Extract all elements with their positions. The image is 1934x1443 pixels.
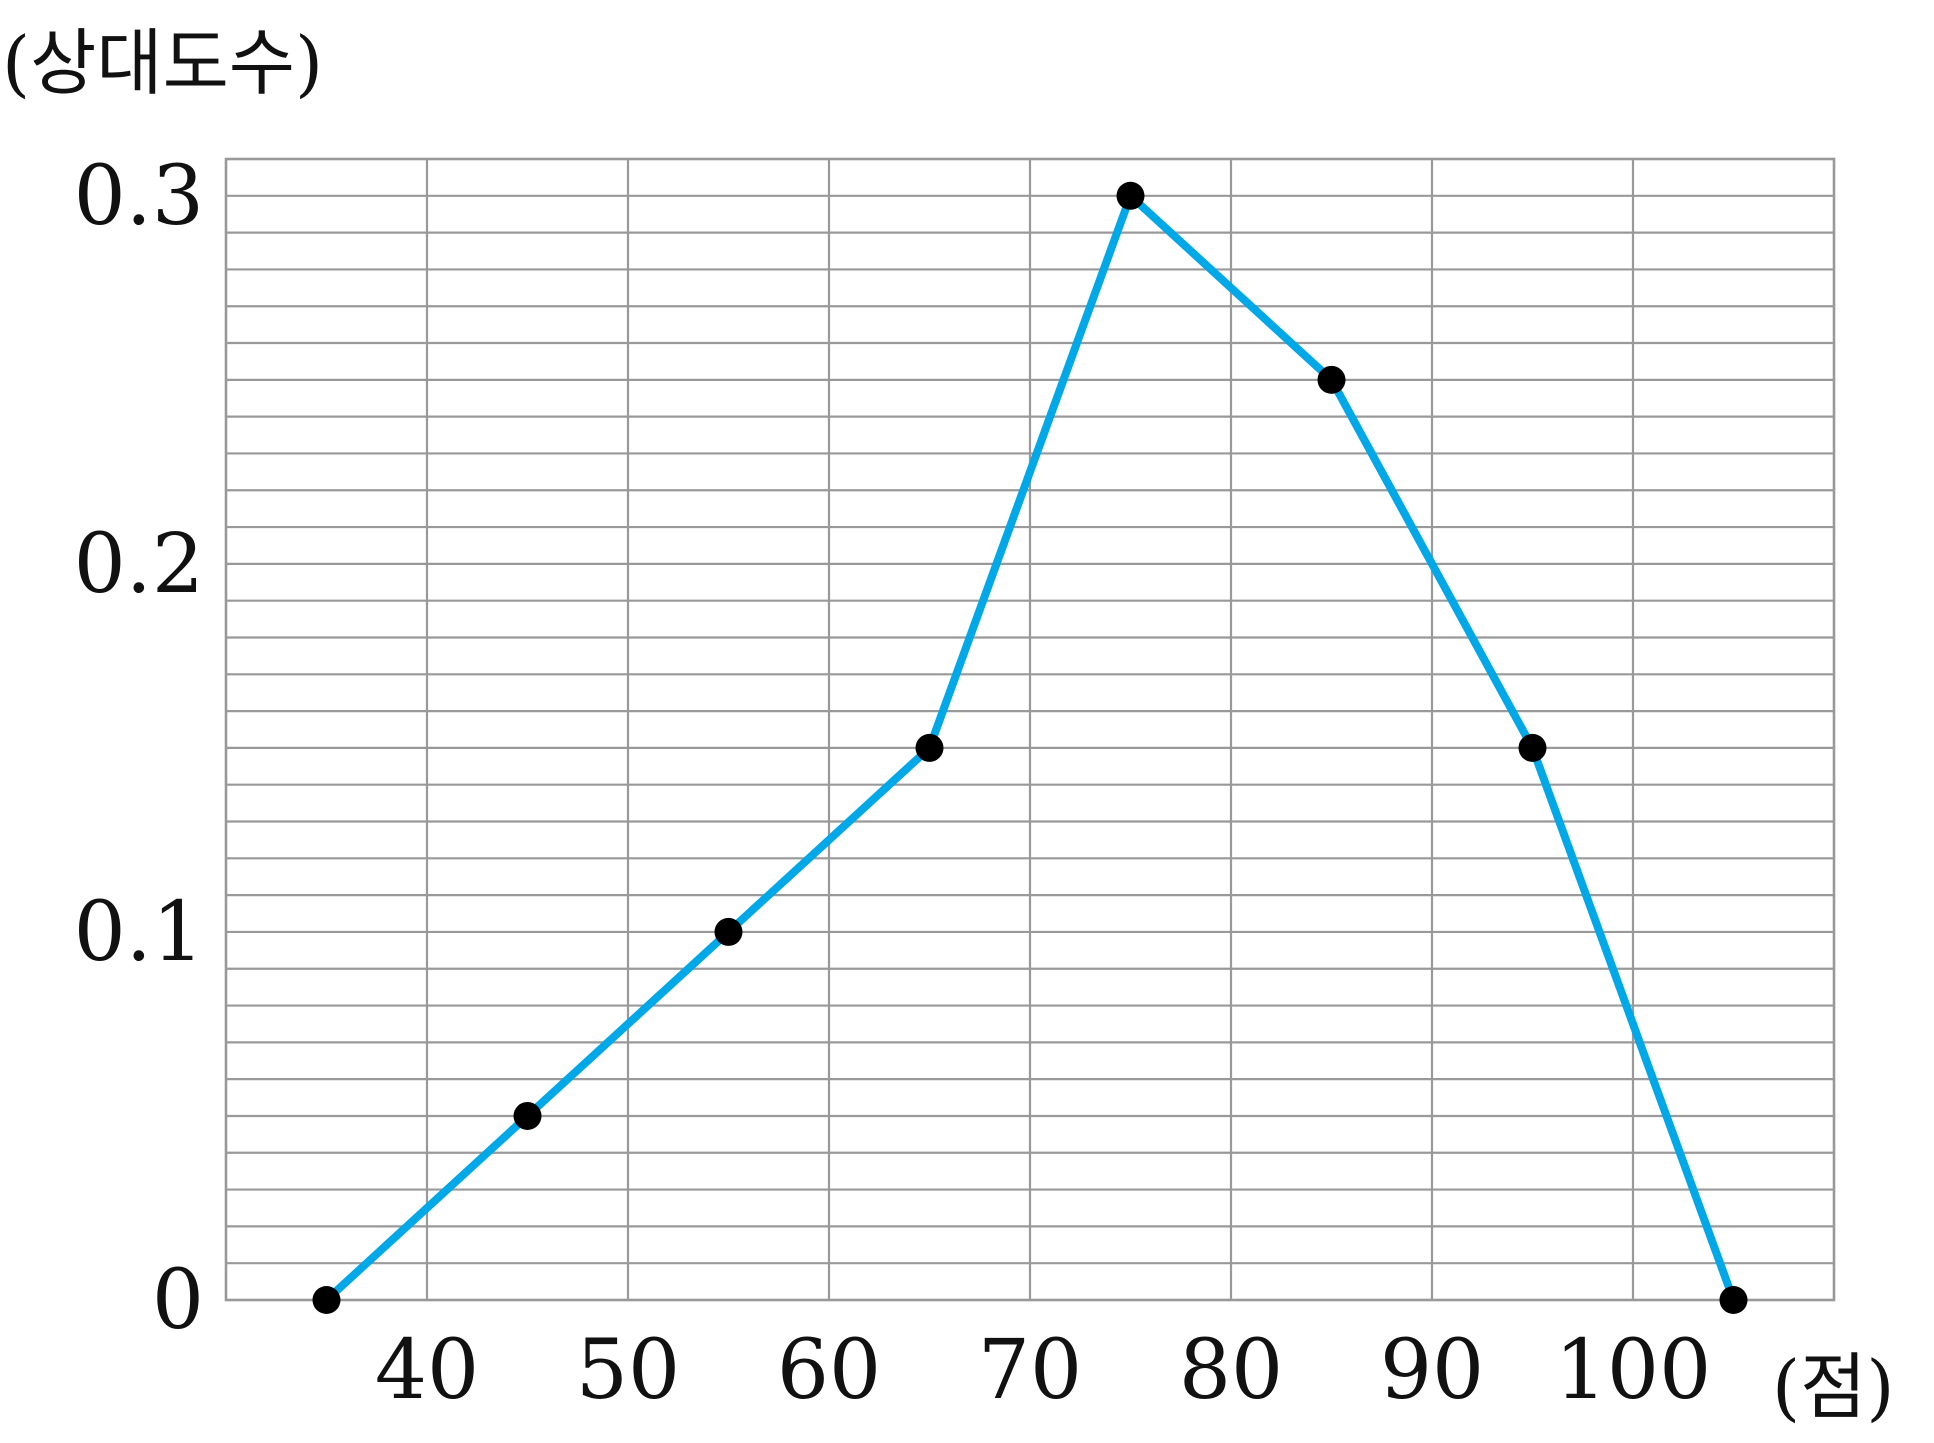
x-tick-label: 90 bbox=[1380, 1323, 1484, 1418]
data-point bbox=[1518, 733, 1547, 762]
y-tick-label: 0.1 bbox=[74, 885, 204, 980]
y-tick-label: 0.2 bbox=[74, 517, 204, 612]
grid bbox=[224, 157, 1836, 1302]
x-tick-label: 100 bbox=[1555, 1323, 1712, 1418]
tick-label-layer: 40 50 60 70 80 90 100 0 0.1 0.2 0.3 bbox=[74, 149, 1712, 1418]
x-tick-label: 80 bbox=[1179, 1323, 1283, 1418]
y-tick-label: 0.3 bbox=[74, 149, 204, 244]
plot-frame bbox=[224, 157, 1836, 1302]
y-axis-title: (상대도수) bbox=[2, 21, 323, 105]
data-point bbox=[1116, 181, 1145, 210]
data-point bbox=[915, 733, 944, 762]
data-point bbox=[714, 917, 743, 946]
data-point bbox=[312, 1286, 341, 1314]
series-line-layer bbox=[323, 188, 1738, 1303]
data-point bbox=[1719, 1286, 1748, 1314]
x-tick-label: 60 bbox=[777, 1323, 881, 1418]
x-tick-label: 40 bbox=[375, 1323, 479, 1418]
x-axis-title: (점) bbox=[1772, 1345, 1894, 1429]
data-point bbox=[1317, 365, 1346, 394]
data-point bbox=[513, 1101, 542, 1130]
series-line bbox=[323, 188, 1738, 1303]
x-tick-label: 70 bbox=[978, 1323, 1082, 1418]
y-tick-label: 0 bbox=[152, 1253, 204, 1348]
data-point-layer bbox=[312, 181, 1748, 1314]
x-tick-label: 50 bbox=[576, 1323, 680, 1418]
